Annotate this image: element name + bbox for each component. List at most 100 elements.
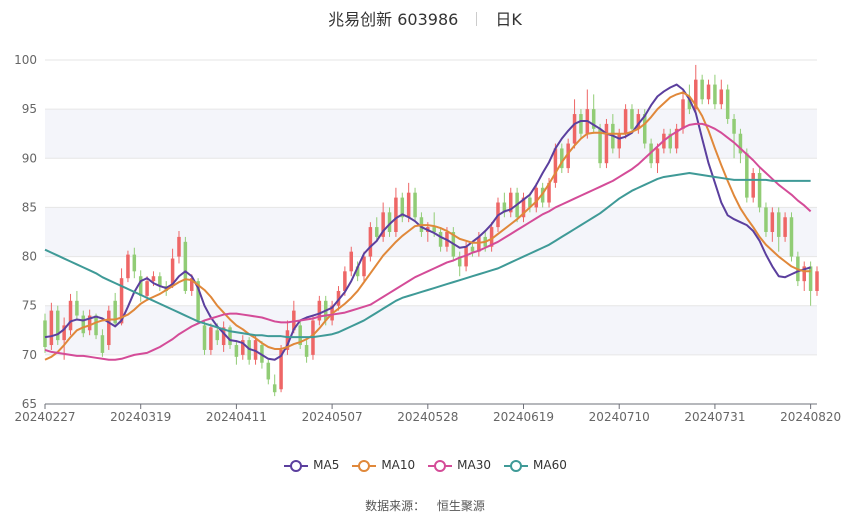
candle-body	[170, 258, 175, 287]
candle-body	[317, 300, 322, 321]
candle-body	[209, 327, 213, 350]
candle-body	[68, 300, 73, 331]
candle-body	[681, 99, 685, 129]
candle-body	[508, 192, 513, 213]
source-label: 数据来源：	[365, 499, 426, 513]
x-tick-label: 20240319	[110, 410, 171, 424]
candle-body	[694, 79, 698, 110]
x-tick-label: 20240710	[589, 410, 650, 424]
candle-body	[776, 212, 781, 237]
candle-body	[560, 148, 564, 169]
candle-body	[764, 207, 768, 232]
candle-body	[789, 217, 794, 257]
candle-body	[279, 349, 283, 390]
candle-body	[489, 227, 494, 247]
candle-body	[719, 89, 724, 105]
candle-body	[87, 315, 92, 331]
candle-body	[502, 202, 507, 213]
x-tick-label: 20240411	[206, 410, 267, 424]
candle-body	[94, 315, 98, 336]
y-tick-label: 75	[22, 299, 37, 313]
candle-body	[477, 236, 481, 252]
candle-body	[100, 335, 105, 353]
candle-body	[62, 325, 66, 341]
candle-body	[138, 276, 143, 296]
candle-body	[355, 266, 360, 277]
candle-body	[387, 212, 392, 232]
candle-body	[81, 315, 86, 334]
candle-body	[126, 254, 130, 279]
period-label: 日K	[495, 10, 522, 29]
candle-body	[534, 187, 539, 208]
x-tick-label: 20240227	[14, 410, 75, 424]
legend-item-ma30[interactable]: MA30	[427, 458, 491, 473]
legend-label: MA60	[533, 458, 567, 472]
x-tick-label: 20240528	[397, 410, 458, 424]
x-tick-label: 20240820	[780, 410, 841, 424]
candle-body	[757, 173, 762, 208]
candle-body	[725, 89, 730, 119]
legend-marker-icon	[284, 459, 309, 472]
candle-body	[75, 300, 79, 316]
ma-line-ma5	[44, 83, 811, 361]
candle-body	[598, 128, 602, 164]
candle-body	[630, 109, 634, 129]
candle-body	[266, 362, 271, 380]
candle-body	[413, 192, 417, 218]
grid-band	[45, 305, 817, 355]
x-tick-label: 20240507	[302, 410, 363, 424]
candle-body	[349, 251, 354, 272]
ma-line-ma10	[44, 91, 811, 361]
y-tick-label: 65	[22, 397, 37, 411]
x-tick-label: 20240731	[684, 410, 745, 424]
candle-body	[228, 327, 232, 346]
candle-body	[655, 148, 660, 164]
grid-band	[45, 109, 817, 159]
chart-legend: MA5 MA10 MA30 MA60	[0, 458, 850, 473]
candle-body	[196, 281, 200, 321]
candle-body	[362, 256, 366, 277]
candle-body	[272, 384, 277, 393]
candle-body	[604, 123, 609, 164]
ma-line-ma60	[44, 172, 811, 339]
candle-body	[636, 114, 641, 129]
candle-body	[381, 212, 385, 237]
candle-body	[132, 254, 137, 272]
candle-body	[521, 197, 526, 218]
candle-body	[770, 212, 775, 232]
candle-body	[241, 340, 245, 355]
candle-body	[528, 197, 532, 208]
candle-body	[617, 133, 621, 149]
candle-body	[113, 300, 117, 324]
candle-body	[751, 173, 755, 198]
candle-body	[713, 84, 717, 105]
candle-body	[566, 143, 570, 169]
legend-item-ma10[interactable]: MA10	[351, 458, 415, 473]
candle-body	[591, 109, 596, 129]
candle-body	[151, 276, 156, 282]
legend-marker-icon	[352, 459, 377, 472]
candle-body	[553, 148, 558, 183]
y-tick-label: 70	[22, 348, 37, 362]
candle-body	[642, 114, 647, 144]
legend-label: MA30	[457, 458, 492, 472]
y-tick-label: 90	[22, 151, 37, 165]
candle-body	[400, 197, 405, 218]
candle-body	[745, 153, 749, 198]
legend-item-ma60[interactable]: MA60	[503, 458, 567, 473]
x-tick-label: 20240619	[493, 410, 554, 424]
legend-marker-icon	[428, 459, 453, 472]
candle-body	[438, 232, 443, 247]
candle-body	[457, 256, 462, 267]
candle-body	[56, 310, 60, 341]
candle-body	[234, 345, 239, 357]
candle-body	[700, 79, 704, 100]
candle-body	[145, 281, 149, 296]
legend-item-ma5[interactable]: MA5	[283, 458, 339, 473]
candle-body	[547, 182, 551, 203]
legend-label: MA10	[381, 458, 416, 472]
y-tick-label: 100	[14, 53, 37, 67]
candle-body	[119, 278, 124, 324]
y-tick-label: 80	[22, 250, 37, 264]
